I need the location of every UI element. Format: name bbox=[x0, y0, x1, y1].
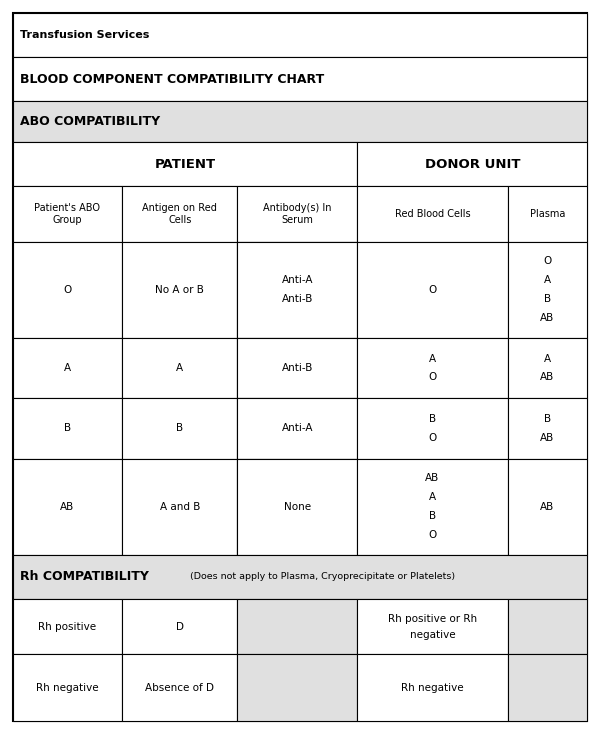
Text: A: A bbox=[544, 353, 551, 364]
Text: Antibody(s) In
Serum: Antibody(s) In Serum bbox=[263, 203, 332, 225]
Bar bbox=[508, 458, 587, 555]
Bar bbox=[238, 338, 358, 398]
Bar bbox=[358, 142, 587, 186]
Text: Rh negative: Rh negative bbox=[36, 683, 99, 693]
Text: AB: AB bbox=[541, 502, 554, 512]
Text: O: O bbox=[428, 530, 437, 540]
Text: DONOR UNIT: DONOR UNIT bbox=[425, 158, 520, 171]
Bar bbox=[358, 599, 508, 654]
Bar bbox=[13, 555, 587, 599]
Bar bbox=[122, 242, 238, 338]
Bar bbox=[13, 338, 122, 398]
Bar bbox=[238, 398, 358, 458]
Bar bbox=[122, 398, 238, 458]
Text: A: A bbox=[176, 363, 184, 373]
Bar bbox=[508, 398, 587, 458]
Bar bbox=[122, 599, 238, 654]
Text: B: B bbox=[176, 423, 184, 434]
Bar bbox=[238, 599, 358, 654]
Bar bbox=[508, 599, 587, 654]
Text: No A or B: No A or B bbox=[155, 285, 205, 295]
Text: D: D bbox=[176, 622, 184, 631]
Bar bbox=[13, 242, 122, 338]
Bar bbox=[122, 186, 238, 242]
Bar bbox=[358, 398, 508, 458]
Text: A: A bbox=[429, 492, 436, 502]
Text: B: B bbox=[429, 414, 436, 424]
Text: Anti-B: Anti-B bbox=[282, 363, 313, 373]
Text: Anti-B: Anti-B bbox=[282, 294, 313, 304]
Text: A: A bbox=[544, 275, 551, 285]
Bar bbox=[508, 654, 587, 721]
Bar bbox=[508, 338, 587, 398]
Text: A: A bbox=[64, 363, 71, 373]
Bar bbox=[238, 458, 358, 555]
Text: Anti-A: Anti-A bbox=[281, 423, 313, 434]
Bar bbox=[238, 186, 358, 242]
Bar bbox=[13, 458, 122, 555]
Bar bbox=[358, 654, 508, 721]
Bar bbox=[13, 599, 122, 654]
Text: AB: AB bbox=[541, 313, 554, 323]
Text: B: B bbox=[64, 423, 71, 434]
Text: Rh positive: Rh positive bbox=[38, 622, 97, 631]
Bar bbox=[238, 458, 358, 555]
Text: AB: AB bbox=[425, 473, 440, 483]
Text: A and B: A and B bbox=[160, 502, 200, 512]
Bar bbox=[358, 338, 508, 398]
Text: Plasma: Plasma bbox=[530, 209, 565, 219]
Text: AB: AB bbox=[61, 502, 74, 512]
Text: O: O bbox=[428, 433, 437, 443]
Bar bbox=[508, 186, 587, 242]
Bar bbox=[122, 654, 238, 721]
Text: None: None bbox=[284, 502, 311, 512]
Text: O: O bbox=[544, 256, 551, 266]
Text: Rh positive or Rh: Rh positive or Rh bbox=[388, 614, 477, 623]
Bar bbox=[238, 398, 358, 458]
Text: B: B bbox=[429, 511, 436, 521]
Text: O: O bbox=[64, 285, 71, 295]
Bar bbox=[238, 242, 358, 338]
Text: AB: AB bbox=[541, 433, 554, 443]
Bar bbox=[13, 101, 587, 142]
Bar bbox=[13, 13, 587, 57]
Bar bbox=[238, 338, 358, 398]
Bar bbox=[508, 242, 587, 338]
Text: Rh negative: Rh negative bbox=[401, 683, 464, 693]
Bar bbox=[13, 398, 122, 458]
Text: Absence of D: Absence of D bbox=[145, 683, 214, 693]
Bar bbox=[13, 654, 122, 721]
Bar bbox=[122, 338, 238, 398]
Text: Transfusion Services: Transfusion Services bbox=[20, 30, 149, 40]
Bar bbox=[358, 186, 508, 242]
Text: (Does not apply to Plasma, Cryoprecipitate or Platelets): (Does not apply to Plasma, Cryoprecipita… bbox=[187, 572, 455, 581]
Text: BLOOD COMPONENT COMPATIBILITY CHART: BLOOD COMPONENT COMPATIBILITY CHART bbox=[20, 73, 324, 85]
Bar bbox=[122, 458, 238, 555]
Text: AB: AB bbox=[541, 372, 554, 383]
Text: Antigen on Red
Cells: Antigen on Red Cells bbox=[142, 203, 217, 225]
Text: A: A bbox=[429, 353, 436, 364]
Text: Patient's ABO
Group: Patient's ABO Group bbox=[34, 203, 100, 225]
Bar bbox=[358, 458, 508, 555]
Text: B: B bbox=[544, 414, 551, 424]
Text: Rh COMPATIBILITY: Rh COMPATIBILITY bbox=[20, 570, 149, 583]
Text: O: O bbox=[428, 285, 437, 295]
Bar bbox=[238, 654, 358, 721]
Bar bbox=[13, 57, 587, 101]
Bar bbox=[13, 186, 122, 242]
Bar bbox=[358, 242, 508, 338]
Text: O: O bbox=[428, 372, 437, 383]
Text: ABO COMPATIBILITY: ABO COMPATIBILITY bbox=[20, 115, 160, 128]
Text: negative: negative bbox=[410, 630, 455, 639]
Bar bbox=[13, 142, 358, 186]
Bar bbox=[238, 242, 358, 338]
Text: Red Blood Cells: Red Blood Cells bbox=[395, 209, 470, 219]
Text: Anti-A: Anti-A bbox=[281, 275, 313, 285]
Text: PATIENT: PATIENT bbox=[154, 158, 215, 171]
Text: B: B bbox=[544, 294, 551, 304]
